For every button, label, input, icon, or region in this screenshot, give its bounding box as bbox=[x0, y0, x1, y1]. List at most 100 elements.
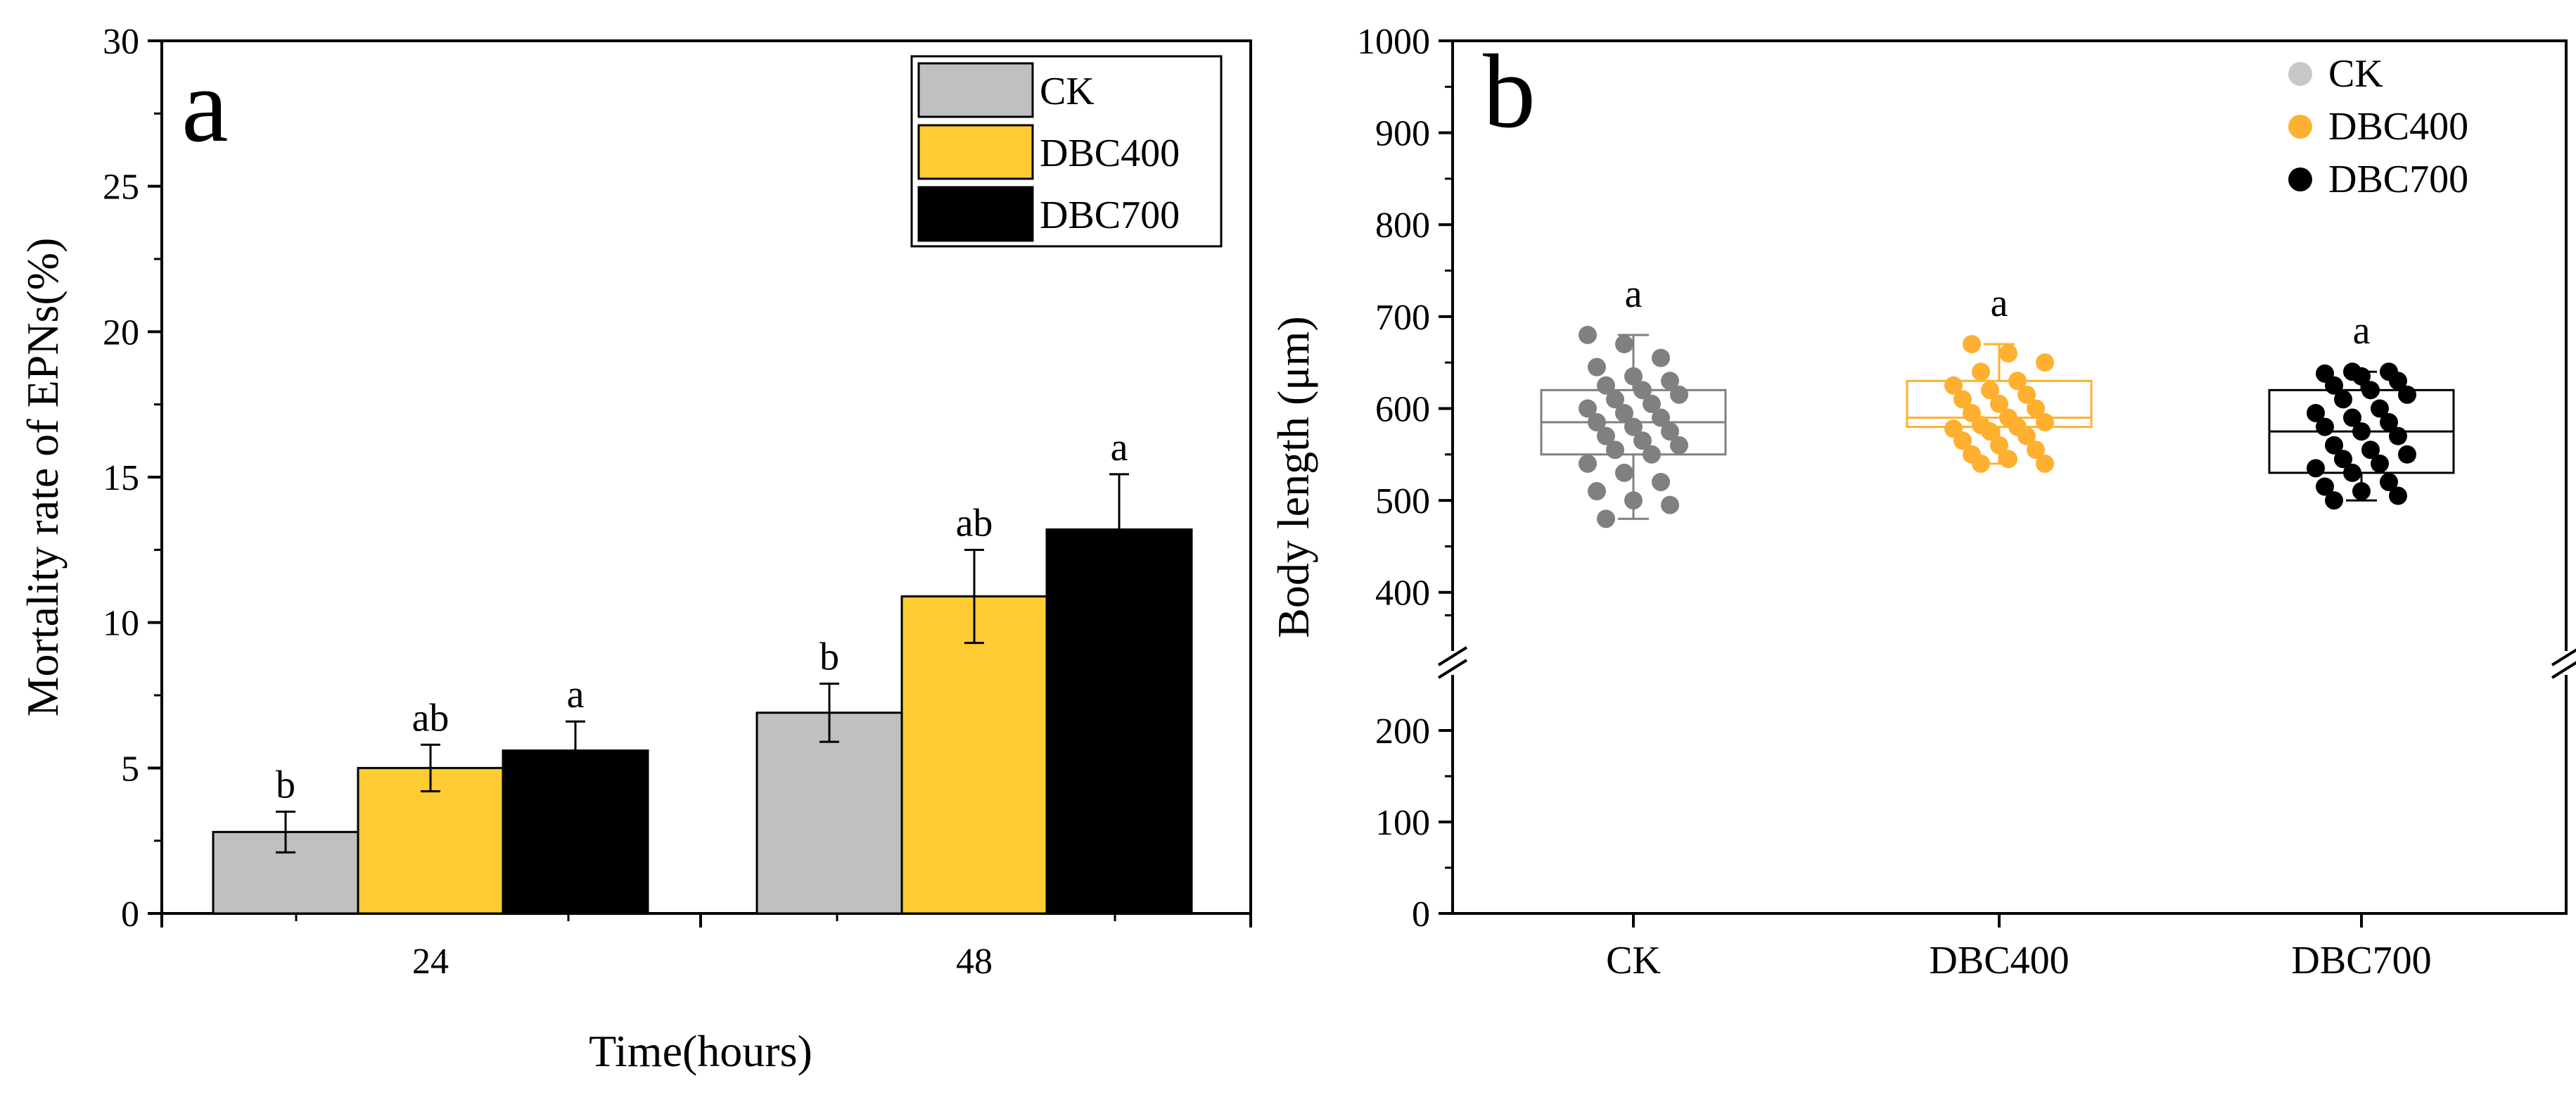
data-point-dbc400 bbox=[2036, 413, 2054, 432]
data-point-ck bbox=[1643, 445, 1661, 464]
data-point-dbc700 bbox=[2325, 376, 2343, 395]
legend-a: CK DBC400 DBC700 bbox=[910, 55, 1223, 248]
y-tick-label-a: 15 bbox=[103, 458, 139, 498]
data-point-ck bbox=[1606, 441, 1624, 460]
data-point-dbc700 bbox=[2380, 472, 2398, 491]
data-point-ck bbox=[1606, 390, 1624, 409]
data-point-ck bbox=[1615, 403, 1633, 422]
data-point-ck bbox=[1633, 381, 1652, 400]
data-point-dbc400 bbox=[1963, 335, 1981, 354]
data-point-dbc400 bbox=[1981, 381, 1999, 400]
significance-letter: b bbox=[820, 635, 839, 678]
y-tick-label-a: 20 bbox=[103, 312, 139, 353]
legend-label-dbc400: DBC400 bbox=[2328, 105, 2468, 148]
data-point-ck bbox=[1652, 408, 1670, 427]
significance-letter: a bbox=[567, 673, 585, 716]
significance-letter-b: a bbox=[1991, 281, 2008, 325]
data-point-dbc700 bbox=[2380, 413, 2398, 432]
panel-b: b 0 100 200 400 500 600 700 800 900 1000 CK DBC400… bbox=[1268, 22, 2576, 982]
legend-marker-ck bbox=[2288, 62, 2312, 86]
data-point-ck bbox=[1624, 367, 1643, 386]
data-point-dbc400 bbox=[1990, 394, 2008, 413]
legend-label-dbc400: DBC400 bbox=[1040, 132, 1180, 175]
x-tick-label-a: 48 bbox=[956, 942, 993, 982]
y-axis-a: 0 5 10 15 20 25 30 bbox=[103, 22, 162, 935]
data-point-dbc700 bbox=[2398, 445, 2416, 464]
panel-letter-b: b bbox=[1483, 33, 1536, 150]
y-tick-label-b: 800 bbox=[1375, 205, 1430, 246]
data-point-dbc700 bbox=[2307, 403, 2325, 422]
y-tick-label-a: 0 bbox=[121, 894, 139, 935]
y-tick-label-b: 1000 bbox=[1357, 22, 1430, 62]
data-point-dbc400 bbox=[1981, 422, 1999, 441]
data-point-dbc400 bbox=[1953, 390, 1972, 409]
significance-letter-b: a bbox=[2353, 309, 2371, 353]
y-tick-label-a: 10 bbox=[103, 604, 139, 644]
legend-marker-dbc700 bbox=[2288, 167, 2312, 191]
data-point-dbc400 bbox=[1990, 436, 2008, 455]
data-point-dbc700 bbox=[2316, 477, 2334, 496]
data-point-dbc400 bbox=[2027, 399, 2045, 418]
x-axis-b: CK DBC400 DBC700 bbox=[1606, 913, 2432, 982]
data-point-dbc700 bbox=[2352, 422, 2371, 441]
data-point-ck bbox=[1661, 372, 1679, 391]
y-axis-break-marks-left bbox=[1437, 646, 1468, 679]
data-point-ck bbox=[1588, 357, 1606, 376]
data-point-ck bbox=[1615, 463, 1633, 482]
data-point-ck bbox=[1588, 413, 1606, 432]
box-dbc400 bbox=[1906, 379, 2093, 429]
data-point-dbc400 bbox=[2008, 372, 2027, 391]
data-point-dbc400 bbox=[1972, 454, 1990, 473]
y-tick-label-b: 700 bbox=[1375, 298, 1430, 338]
data-point-dbc400 bbox=[2036, 353, 2054, 372]
data-point-dbc700 bbox=[2343, 463, 2361, 482]
data-point-ck bbox=[1579, 454, 1597, 473]
data-point-ck bbox=[1579, 399, 1597, 418]
data-point-dbc400 bbox=[2027, 441, 2045, 460]
x-tick-label-b: DBC400 bbox=[1929, 939, 2069, 982]
data-point-dbc400 bbox=[1999, 450, 2017, 469]
y-axis-title-b: Body length (μm) bbox=[1268, 316, 1318, 638]
data-point-dbc700 bbox=[2371, 454, 2389, 473]
legend-label-ck: CK bbox=[2328, 52, 2383, 96]
y-axis-break-marks-right bbox=[2551, 648, 2576, 679]
y-tick-label-a: 25 bbox=[103, 167, 139, 208]
legend-label-dbc700: DBC700 bbox=[1040, 194, 1180, 237]
x-tick-label-b: CK bbox=[1606, 939, 1661, 982]
data-point-dbc400 bbox=[1953, 431, 1972, 450]
legend-swatch-ck bbox=[917, 62, 1034, 118]
data-point-ck bbox=[1624, 491, 1643, 510]
data-point-ck bbox=[1661, 495, 1679, 514]
significance-letter: ab bbox=[956, 501, 993, 545]
data-point-dbc700 bbox=[2334, 450, 2352, 469]
significance-letter-b: a bbox=[1625, 272, 1643, 316]
data-point-ck bbox=[1670, 385, 1688, 404]
y-tick-label-b: 0 bbox=[1412, 894, 1430, 935]
data-point-dbc700 bbox=[2352, 482, 2371, 501]
y-axis-b: 0 100 200 400 500 600 700 800 900 1000 bbox=[1357, 22, 1453, 935]
significance-letter: a bbox=[1111, 426, 1128, 469]
data-point-dbc700 bbox=[2361, 381, 2380, 400]
data-point-dbc700 bbox=[2343, 408, 2361, 427]
y-tick-label-b: 100 bbox=[1375, 803, 1430, 843]
data-point-ck bbox=[1579, 325, 1597, 344]
data-point-ck bbox=[1652, 472, 1670, 491]
legend-label-ck: CK bbox=[1040, 70, 1095, 113]
bar-ck-48 bbox=[755, 711, 903, 915]
y-tick-label-b: 400 bbox=[1375, 574, 1430, 614]
y-axis-title-a: Mortality rate of EPNs(%) bbox=[18, 238, 68, 717]
data-point-ck bbox=[1588, 482, 1606, 501]
data-point-ck bbox=[1597, 426, 1615, 445]
bars-a: b b ab ab a a bbox=[212, 426, 1193, 915]
data-point-dbc700 bbox=[2325, 436, 2343, 455]
bar-dbc700-48 bbox=[1045, 528, 1193, 915]
y-tick-label-b: 600 bbox=[1375, 389, 1430, 429]
data-point-dbc700 bbox=[2316, 417, 2334, 436]
significance-letter: ab bbox=[412, 696, 449, 740]
data-point-dbc400 bbox=[1972, 362, 1990, 381]
legend-b: CK DBC400 DBC700 bbox=[2288, 52, 2468, 201]
data-point-dbc400 bbox=[2017, 385, 2036, 404]
data-point-ck bbox=[1597, 376, 1615, 395]
data-point-dbc700 bbox=[2398, 385, 2416, 404]
